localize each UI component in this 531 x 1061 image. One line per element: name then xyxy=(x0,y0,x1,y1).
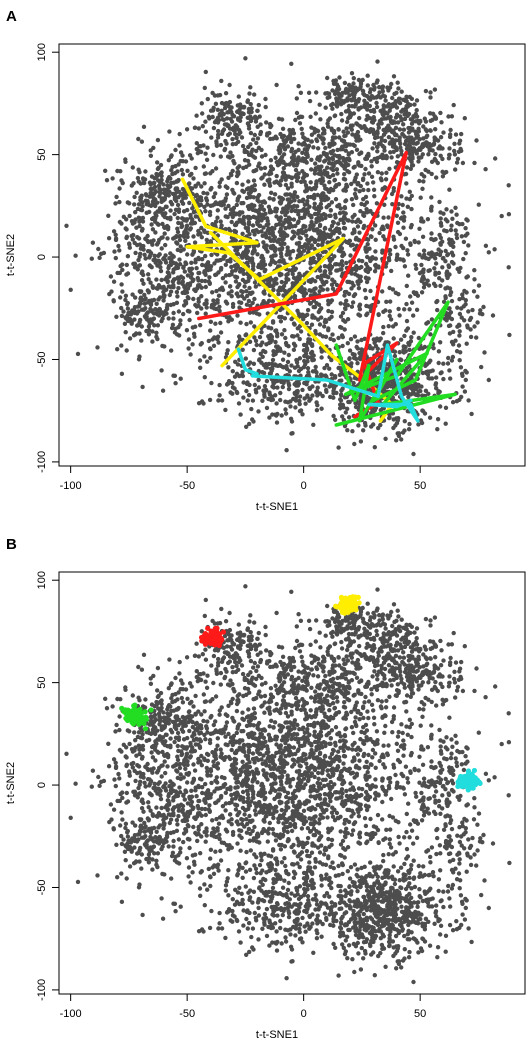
y-tick-label-2: 0 xyxy=(36,782,48,788)
y-tick-label-3: 50 xyxy=(36,148,48,160)
scatter-plot-a: -100 -50 0 50 -100 -50 0 50 100 t-t-SNE1 t-t-SNE2 xyxy=(5,43,526,513)
x-tick-label-3: 50 xyxy=(414,480,426,492)
y-tick-label-4: 100 xyxy=(36,43,48,61)
cluster-3 xyxy=(455,767,483,793)
x-tick-label-1: -50 xyxy=(179,480,195,492)
point-cloud xyxy=(64,584,512,985)
x-axis-label: t-t-SNE1 xyxy=(256,1029,298,1041)
scatter-plot-b: -100 -50 0 50 -100 -50 0 50 100 t-t-SNE1 t-t-SNE2 xyxy=(5,571,526,1041)
background-points xyxy=(64,584,512,985)
x-tick-label-2: 0 xyxy=(301,480,307,492)
panel-letter-b: B xyxy=(6,536,17,553)
y-axis-label: t-t-SNE2 xyxy=(5,234,17,276)
x-tick-label-2: 0 xyxy=(301,1008,307,1020)
y-tick-label-1: -50 xyxy=(36,352,48,368)
y-tick-label-2: 0 xyxy=(36,254,48,260)
y-tick-label-0: -100 xyxy=(36,979,48,1001)
y-tick-label-0: -100 xyxy=(36,451,48,473)
trajectory-0 xyxy=(180,177,346,368)
y-axis-label: t-t-SNE2 xyxy=(5,762,17,804)
x-tick-label-0: -100 xyxy=(60,1008,82,1020)
panel-letter-a: A xyxy=(6,8,17,25)
x-tick-label-1: -50 xyxy=(179,1008,195,1020)
point-cloud xyxy=(64,56,512,457)
x-tick-label-0: -100 xyxy=(60,480,82,492)
y-tick-label-1: -50 xyxy=(36,880,48,896)
panel-b: B -100 -50 0 50 -100 -50 0 50 100 t-t-SNE1 t-t-SNE… xyxy=(0,528,531,1056)
cluster-2 xyxy=(333,594,362,616)
panel-a: A -100 -50 0 50 -100 -50 0 50 100 t-t-SNE1 t-t-SNE… xyxy=(0,0,531,528)
cluster-0 xyxy=(198,625,227,649)
plot-frame xyxy=(58,571,526,995)
x-tick-label-3: 50 xyxy=(414,1008,426,1020)
x-axis-label: t-t-SNE1 xyxy=(256,501,298,513)
cluster-1 xyxy=(119,702,154,732)
trajectory-4 xyxy=(236,343,420,423)
plot-frame xyxy=(58,43,526,467)
y-tick-label-4: 100 xyxy=(36,571,48,589)
trajectory-3 xyxy=(334,300,457,427)
y-tick-label-3: 50 xyxy=(36,676,48,688)
background-points xyxy=(64,56,512,457)
